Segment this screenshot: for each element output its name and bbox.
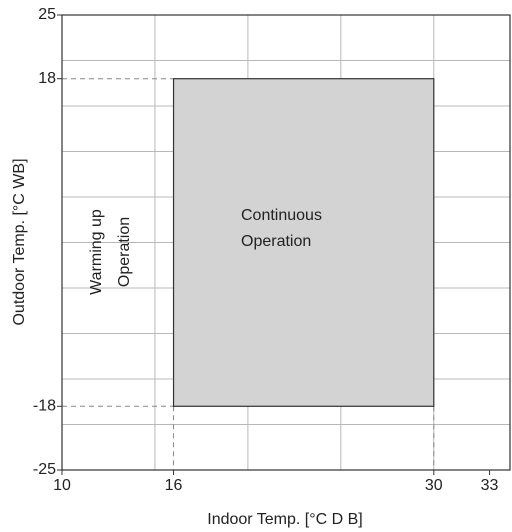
x-axis-label: Indoor Temp. [°C D B] [207,511,363,528]
annotation: Warming up [88,209,105,295]
y-tick-label: -18 [33,398,56,415]
region-label: Operation [241,233,311,250]
annotation: Operation [116,217,133,287]
y-axis-label: Outdoor Temp. [°C WB] [11,158,28,325]
x-tick-label: 10 [53,477,71,494]
region-label: Continuous [241,207,322,224]
plot-frame [61,14,511,471]
x-tick-label: 33 [481,477,499,494]
y-tick-label: -25 [33,461,56,478]
x-tick-label: 30 [425,477,443,494]
operating-region [172,78,435,407]
x-tick-label: 16 [165,477,183,494]
y-tick-label: 18 [38,70,56,87]
y-tick-label: 25 [38,6,56,23]
